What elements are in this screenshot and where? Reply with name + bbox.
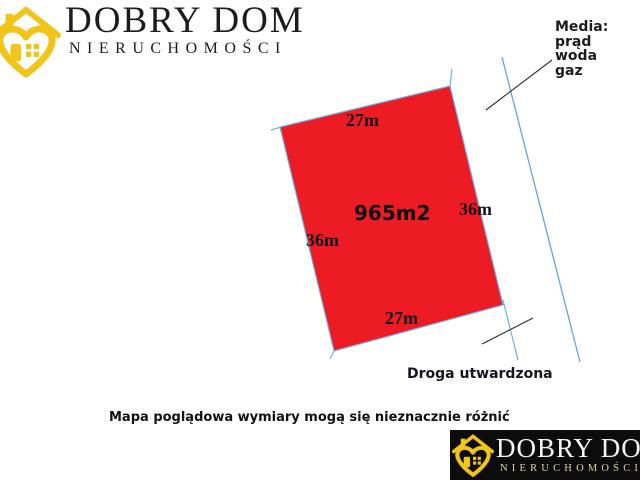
road-pointer-line — [481, 317, 534, 345]
media-title: Media: — [555, 19, 609, 35]
agency-subtitle: NIERUCHOMOŚCI — [69, 40, 287, 57]
media-item-water: woda — [555, 48, 598, 64]
disclaimer-caption: Mapa poglądowa wymiary mogą się nieznacz… — [109, 410, 510, 425]
corner-tick-top-right — [449, 68, 453, 87]
media-pointer-line — [485, 59, 553, 111]
footer-agency-subtitle: NIERUCHOMOŚCI — [500, 463, 640, 474]
media-item-gas: gaz — [555, 62, 583, 79]
road-line — [501, 56, 581, 363]
agency-name: DOBRY DOM — [65, 0, 305, 41]
dimension-left: 36m — [306, 230, 339, 250]
corner-tick-top-left — [270, 126, 282, 131]
parcel-area-label: 965m2 — [354, 201, 431, 225]
parcel-polygon — [279, 85, 504, 352]
road-label: Droga utwardzona — [407, 366, 553, 382]
footer-agency-name: DOBRY DOM — [496, 433, 640, 463]
footer-brand-bar: DOBRY DOM NIERUCHOMOŚCI — [450, 430, 640, 480]
header-brand: DOBRY DOM NIERUCHOMOŚCI — [0, 0, 340, 80]
media-annotation: Media: prąd woda gaz — [555, 20, 608, 78]
media-item-electricity: prąd — [555, 33, 592, 50]
house-heart-logo-icon — [452, 434, 494, 477]
dimension-bottom: 27m — [385, 308, 418, 328]
dimension-right: 36m — [459, 199, 492, 219]
house-heart-logo-icon — [0, 6, 61, 78]
dimension-top: 27m — [346, 110, 379, 130]
corner-tick-bottom-left — [329, 350, 335, 360]
